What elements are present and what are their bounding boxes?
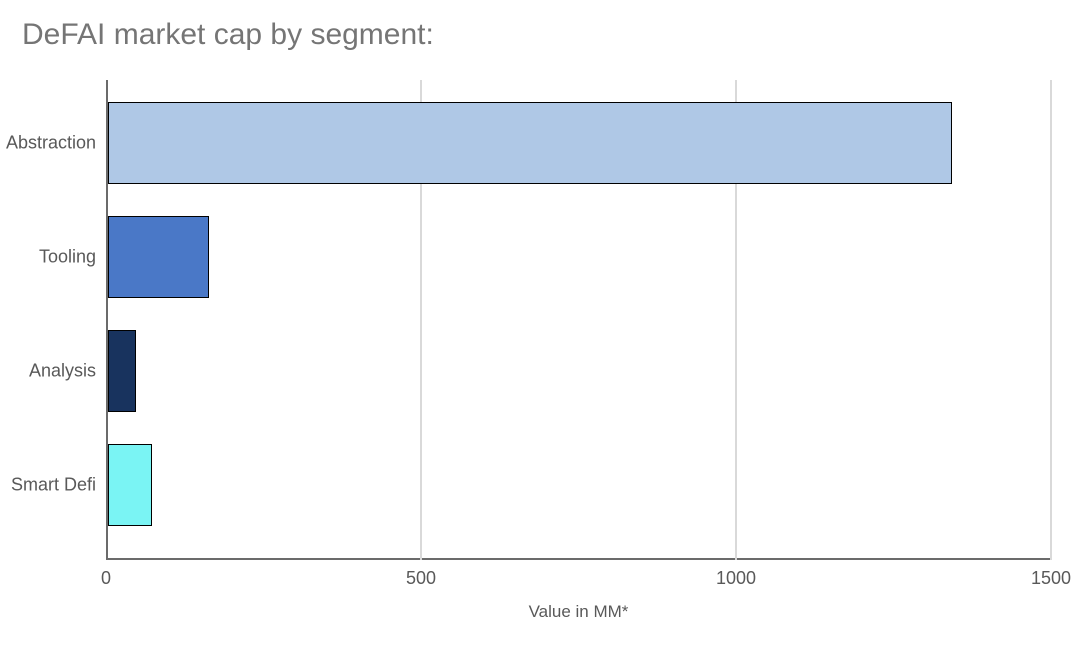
x-gridline [1050,80,1052,560]
x-tick-label: 1000 [716,568,756,589]
bar [108,330,136,412]
x-tick-label: 0 [101,568,111,589]
plot-area: Value in MM* 050010001500 [106,80,1051,560]
x-axis-line [106,558,1051,560]
bar [108,444,152,526]
bar [108,216,209,298]
y-tick-label: Smart Defi [11,475,96,496]
x-tick-label: 500 [406,568,436,589]
x-axis-title: Value in MM* [529,602,629,622]
chart-title: DeFAI market cap by segment: [22,18,434,52]
x-tick-label: 1500 [1031,568,1071,589]
y-tick-label: Tooling [39,247,96,268]
y-tick-label: Analysis [29,361,96,382]
chart-container: DeFAI market cap by segment: Value in MM… [0,0,1080,667]
y-tick-label: Abstraction [6,133,96,154]
bar [108,102,952,184]
